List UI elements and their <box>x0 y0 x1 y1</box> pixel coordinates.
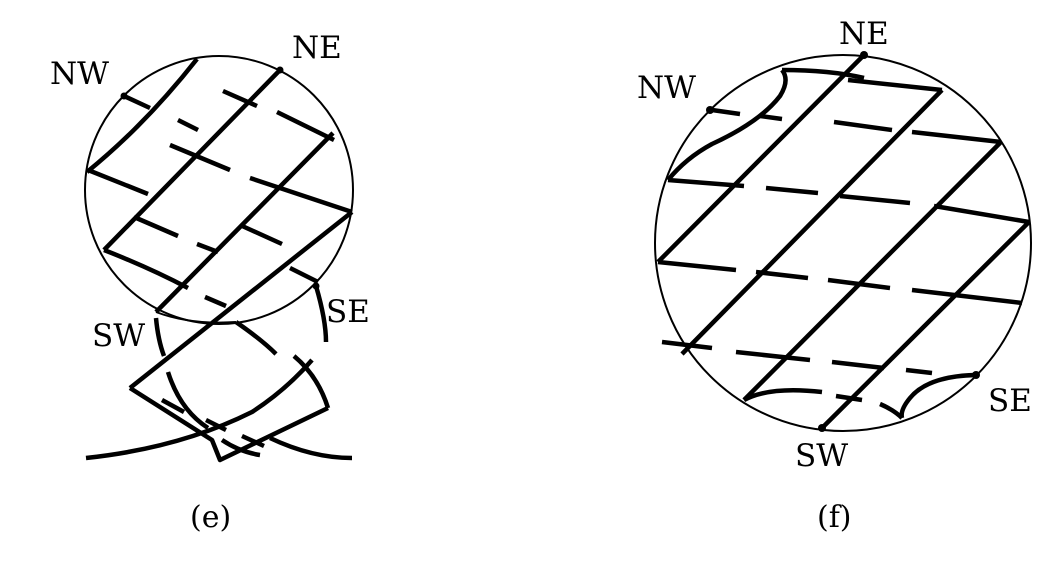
panel-f-caption: (f) <box>817 500 852 535</box>
panel-f-label-ne: NE <box>839 16 889 52</box>
panel-f-label-sw: SW <box>795 438 848 474</box>
panel-e-twisted-band <box>85 285 353 463</box>
panel-e-broken-4b <box>204 294 227 309</box>
panel-e-se-point <box>312 282 320 290</box>
panel-f-broken-3c <box>827 277 891 291</box>
panel-e-band-right-tail <box>269 435 353 461</box>
panel-e-diagonal-2 <box>154 131 335 314</box>
panel-f-broken-1c <box>847 77 943 93</box>
panel-e-broken-1d <box>276 109 335 143</box>
panel-e-broken-1b <box>176 117 200 133</box>
panel-f-broken-3b <box>755 269 809 281</box>
panel-e-band-right-edge <box>313 285 329 343</box>
panel-f-broken-3d <box>911 287 1023 306</box>
panel-f-label-se: SE <box>988 383 1032 419</box>
panel-e-broken-1a <box>123 93 151 111</box>
panel-e-label-ne: NE <box>292 30 342 66</box>
panel-f-broken-4d <box>905 367 933 376</box>
panel-e-band-long-arc <box>85 358 314 461</box>
panel-f-broken-3a <box>657 259 737 273</box>
panel-e-ne-point <box>276 66 284 74</box>
panel-f-broken-2b <box>765 185 819 196</box>
panel-f-corner-arc-sw <box>742 387 823 403</box>
panel-f-broken-4b <box>735 349 811 363</box>
panel-e-label-nw: NW <box>50 56 109 92</box>
panel-f-broken-1b <box>759 113 783 122</box>
panel-e-broken-4c <box>288 265 320 285</box>
panel-e-broken-3a <box>133 214 179 239</box>
panel-f-diagonal-4 <box>820 220 1031 430</box>
panel-f: NW NE SW SE (f) <box>637 16 1032 535</box>
panel-e-caption: (e) <box>190 500 231 535</box>
panel-e-band-parallelogram <box>128 386 329 463</box>
panel-e-band-left-edge <box>153 317 167 357</box>
panel-f-diagonal-3 <box>742 140 1003 402</box>
panel-f-broken-2c <box>839 193 911 206</box>
panel-f-broken-2a <box>667 177 745 189</box>
panel-e-disk-boundary <box>84 55 354 325</box>
panel-e-nw-point <box>120 92 128 100</box>
panel-e-band-right-curve <box>292 354 331 409</box>
panel-e-label-sw: SW <box>92 318 145 354</box>
panel-f-label-nw: NW <box>637 70 696 106</box>
panel-f-broken-5b <box>879 401 904 420</box>
panel-f-corner-arc-se <box>899 372 977 419</box>
panel-e-broken-3c <box>239 222 283 247</box>
panel-f-ne-point <box>860 51 868 59</box>
panel-f-diagonal-2 <box>680 88 944 356</box>
panel-f-broken-strands <box>657 77 1030 420</box>
panel-f-corner-arc-nw <box>666 68 788 182</box>
panel-e-broken-4a <box>103 247 190 290</box>
panel-e-diagonal-3 <box>128 210 354 390</box>
panel-e-sw-rim-arc <box>155 311 237 324</box>
panel-f-broken-5a <box>835 393 863 403</box>
panel-e-band-inner-curve <box>234 320 278 356</box>
panel-f-broken-4a <box>661 339 713 351</box>
panel-f-disk-boundary <box>654 54 1032 432</box>
panel-e-corner-arc-nw <box>85 57 199 174</box>
panel-e-diagonal-1 <box>102 68 282 252</box>
panel-e-broken-1c <box>222 88 258 109</box>
panel-f-broken-1e <box>911 129 1002 145</box>
panel-e-broken-3b <box>196 241 219 255</box>
panel-f-nw-point <box>706 106 714 114</box>
panel-f-sw-point <box>818 424 826 432</box>
panel-e: NW NE SW SE (e) <box>50 30 370 535</box>
panel-e-broken-2b <box>169 142 231 173</box>
panel-e-band-broken-a <box>160 398 186 414</box>
panel-e-band-broken-b <box>204 417 228 433</box>
panel-e-diagonal-strands <box>102 68 354 390</box>
panel-f-corner-arc-top <box>781 67 865 81</box>
panel-e-broken-2c <box>249 175 353 215</box>
panel-f-broken-1d <box>833 119 893 133</box>
panel-e-band-left-curve <box>165 371 210 430</box>
panel-e-band-broken-c <box>241 433 265 449</box>
panel-e-label-se: SE <box>326 294 370 330</box>
panel-f-broken-4c <box>831 359 885 371</box>
panel-f-diagonal-1 <box>656 53 866 264</box>
panel-f-se-point <box>972 371 980 379</box>
panel-f-broken-1a <box>711 107 741 117</box>
panel-e-broken-strands <box>87 88 353 309</box>
panel-f-broken-2d <box>933 203 1030 225</box>
panel-e-broken-2a <box>87 167 149 197</box>
